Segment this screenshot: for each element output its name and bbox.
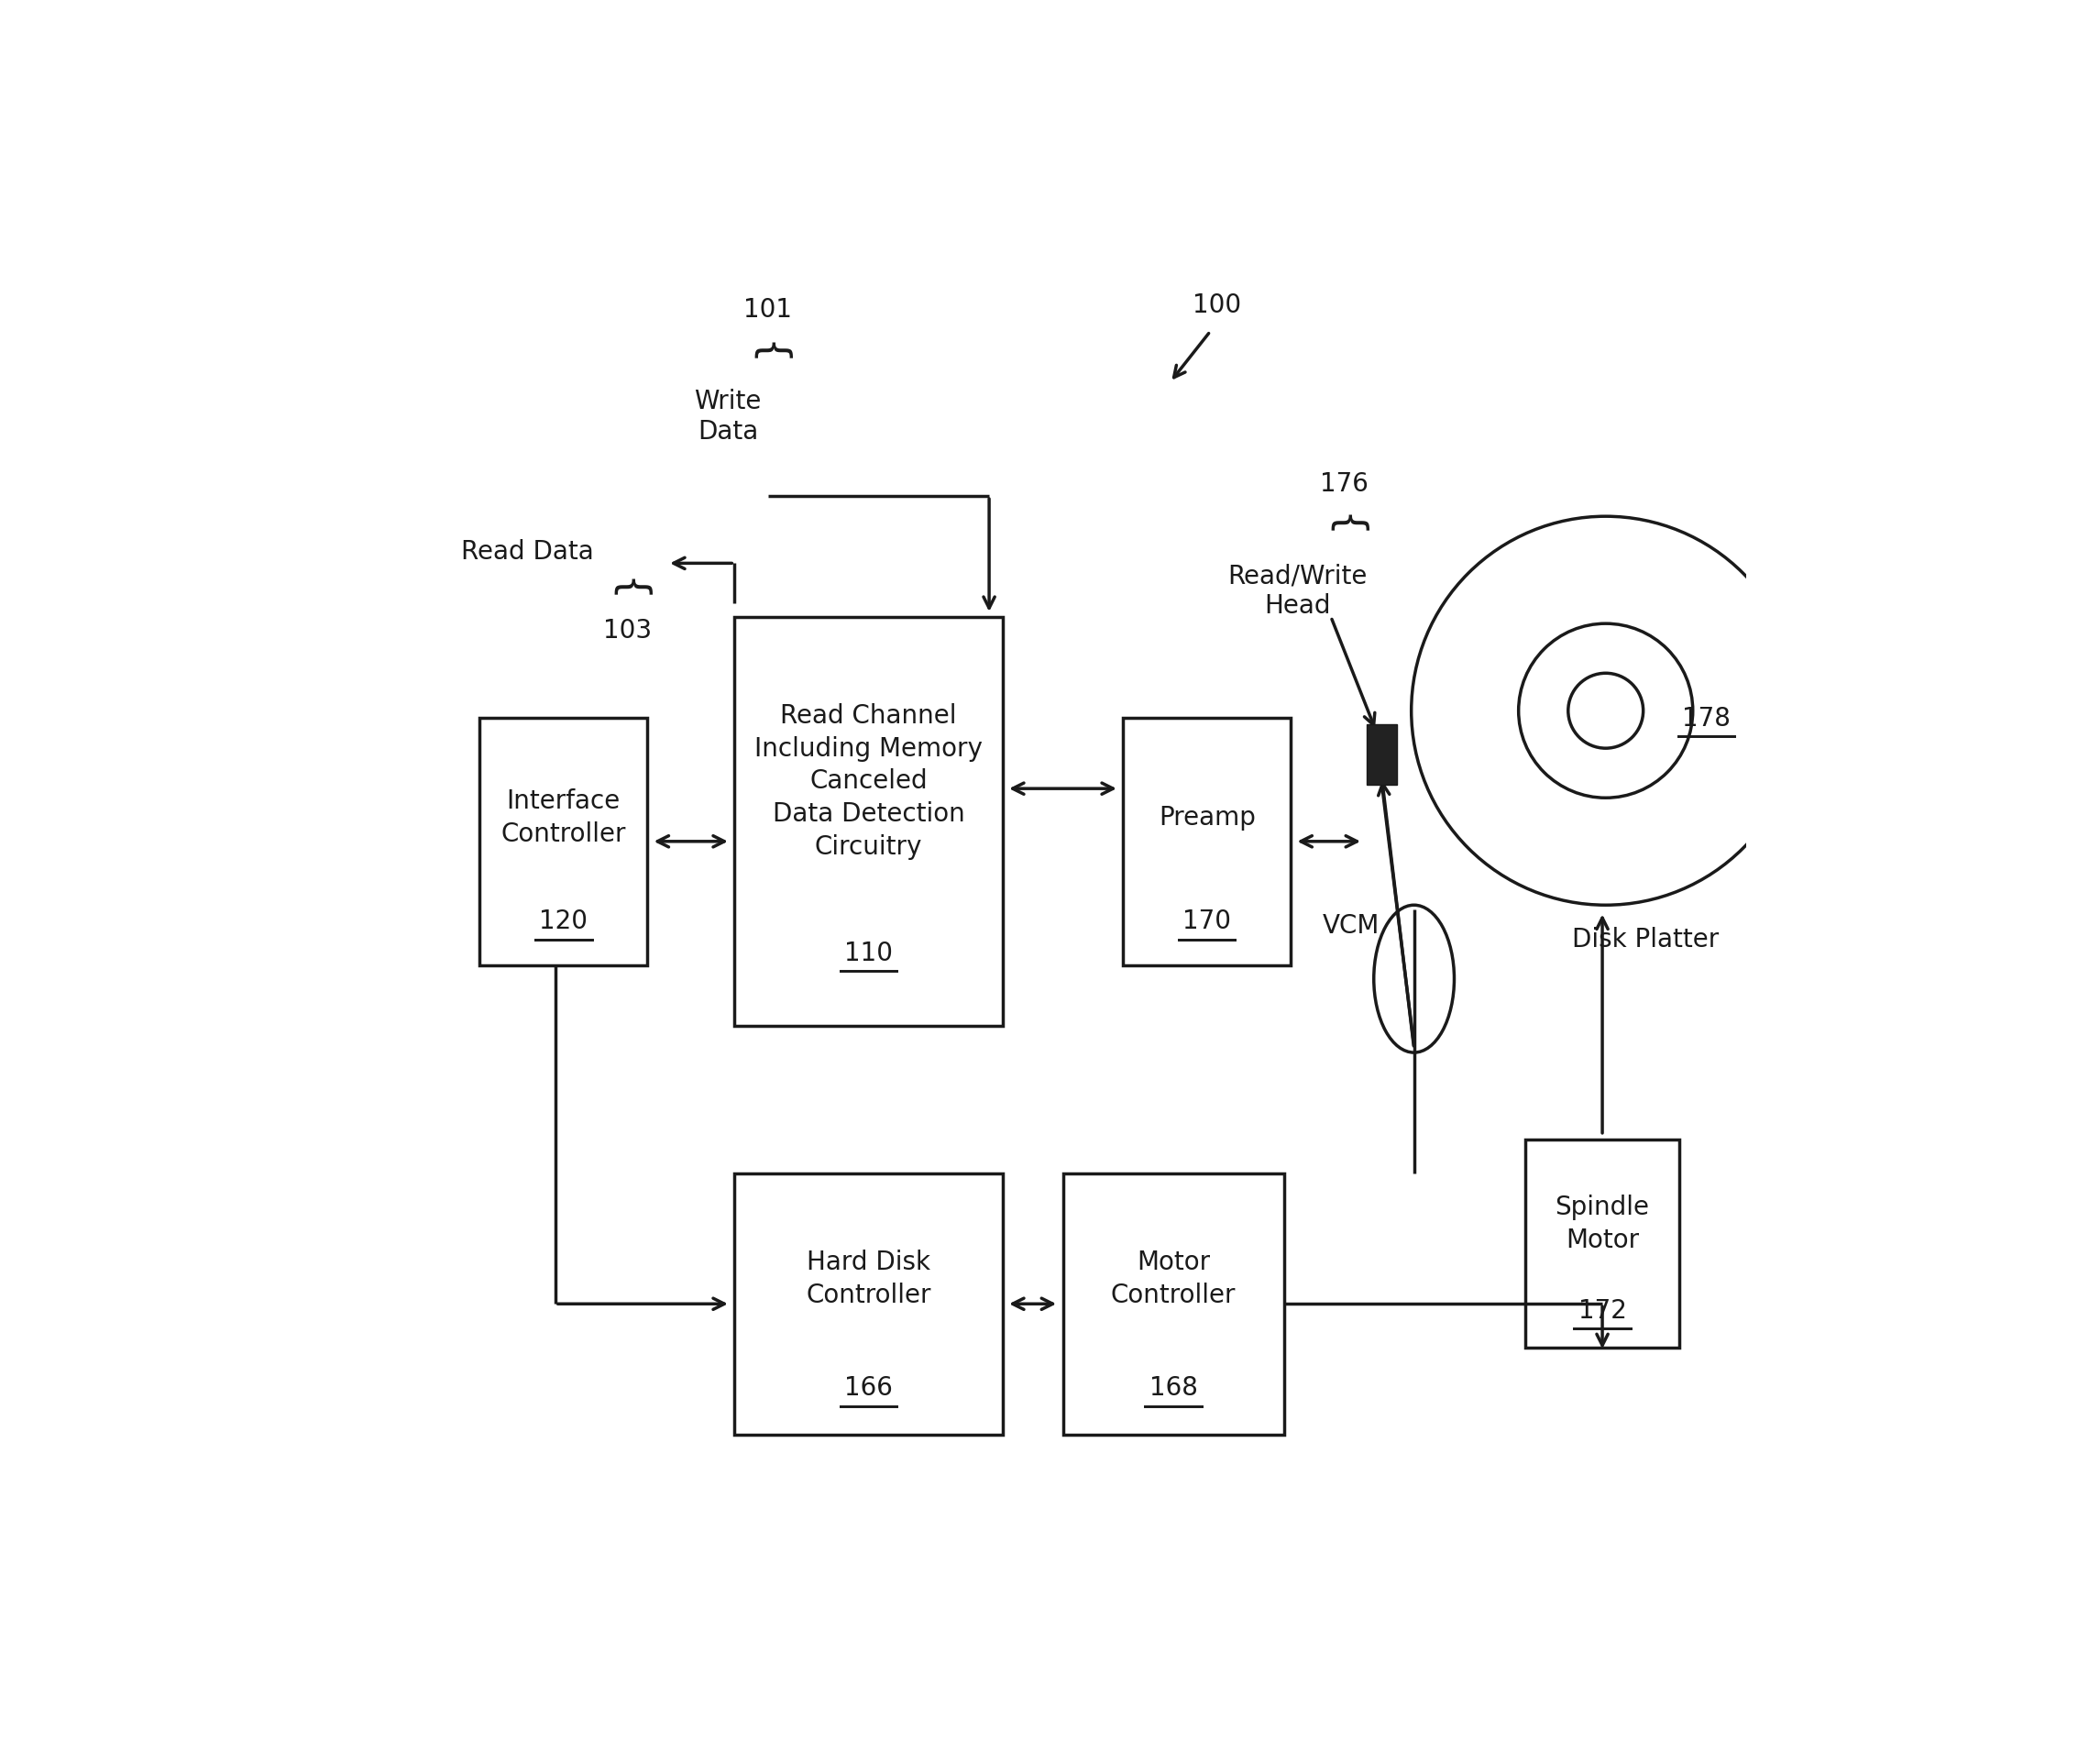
- Text: Preamp: Preamp: [1159, 804, 1256, 830]
- Text: 172: 172: [1577, 1298, 1628, 1322]
- Bar: [1063, 1173, 1283, 1436]
- Bar: [735, 1173, 1002, 1436]
- Text: Spindle
Motor: Spindle Motor: [1556, 1194, 1648, 1253]
- Text: Hard Disk
Controller: Hard Disk Controller: [806, 1249, 930, 1307]
- Text: Read Data: Read Data: [462, 539, 594, 564]
- Text: 110: 110: [844, 940, 892, 966]
- Text: 101: 101: [743, 296, 792, 322]
- Text: 170: 170: [1182, 908, 1231, 934]
- Circle shape: [1518, 625, 1693, 799]
- Text: 176: 176: [1321, 470, 1369, 496]
- Text: Read/Write
Head: Read/Write Head: [1228, 564, 1367, 618]
- Text: {: {: [607, 578, 647, 604]
- Text: 168: 168: [1149, 1375, 1197, 1401]
- Text: Motor
Controller: Motor Controller: [1111, 1249, 1237, 1307]
- Text: 166: 166: [844, 1375, 892, 1401]
- Bar: [1525, 1140, 1680, 1347]
- Text: Read Channel
Including Memory
Canceled
Data Detection
Circuitry: Read Channel Including Memory Canceled D…: [754, 703, 983, 860]
- Text: 178: 178: [1682, 705, 1730, 731]
- Ellipse shape: [1373, 905, 1453, 1053]
- Circle shape: [1411, 517, 1800, 905]
- Text: Interface
Controller: Interface Controller: [502, 788, 626, 846]
- Bar: [1367, 724, 1396, 785]
- Text: 100: 100: [1193, 292, 1241, 318]
- Text: {: {: [748, 341, 788, 367]
- Bar: [1124, 719, 1292, 966]
- Bar: [479, 719, 647, 966]
- Text: VCM: VCM: [1323, 914, 1380, 938]
- Text: 120: 120: [540, 908, 588, 934]
- Text: Disk Platter: Disk Platter: [1573, 926, 1720, 952]
- Text: 103: 103: [603, 618, 651, 644]
- Text: Write
Data: Write Data: [695, 388, 762, 444]
- Circle shape: [1569, 673, 1642, 748]
- Bar: [735, 618, 1002, 1027]
- Text: {: {: [1325, 513, 1365, 539]
